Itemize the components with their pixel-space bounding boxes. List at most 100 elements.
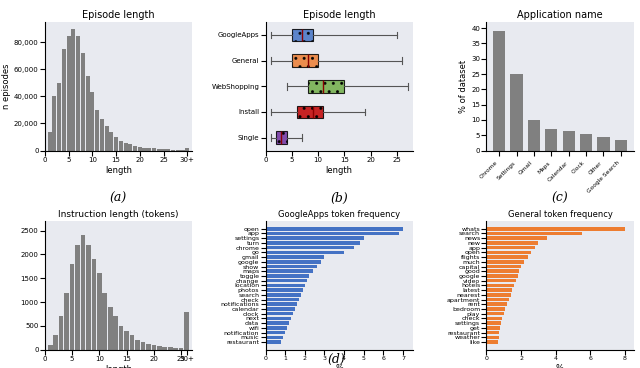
Bar [511, 74, 523, 151]
Bar [108, 307, 113, 350]
Bar [266, 302, 297, 306]
Bar [166, 149, 170, 151]
X-axis label: %: % [335, 364, 343, 368]
Bar [486, 246, 535, 250]
Bar [486, 307, 506, 311]
Bar [86, 76, 90, 151]
Bar [113, 316, 118, 350]
Bar [266, 307, 295, 311]
Bar [266, 326, 287, 330]
Bar [95, 110, 99, 151]
Bar [266, 274, 308, 278]
Bar [266, 255, 324, 259]
Bar [266, 232, 399, 235]
Bar [128, 144, 132, 151]
Bar [266, 251, 344, 254]
Bar [92, 259, 96, 350]
PathPatch shape [276, 131, 287, 144]
Bar [266, 293, 301, 297]
Bar [266, 312, 293, 315]
Bar [486, 340, 498, 344]
Bar [104, 126, 109, 151]
Bar [147, 148, 151, 151]
Bar [580, 134, 592, 151]
Bar [119, 326, 124, 350]
Text: (b): (b) [330, 192, 348, 205]
Bar [48, 345, 52, 350]
Bar [486, 298, 509, 301]
Bar [486, 232, 582, 235]
Bar [171, 149, 175, 151]
Bar [168, 347, 173, 350]
Bar [266, 241, 360, 245]
Bar [266, 340, 282, 344]
Bar [135, 340, 140, 350]
Bar [486, 312, 504, 315]
Bar [173, 348, 178, 350]
PathPatch shape [292, 54, 318, 67]
Bar [180, 150, 184, 151]
Bar [119, 141, 123, 151]
Bar [266, 298, 299, 301]
Title: Episode length: Episode length [303, 10, 376, 20]
Bar [597, 137, 609, 151]
Bar [90, 92, 94, 151]
Bar [266, 279, 307, 282]
Bar [59, 316, 63, 350]
Bar [266, 289, 303, 292]
Bar [266, 269, 313, 273]
Bar [486, 227, 625, 230]
Bar [266, 316, 291, 320]
Bar [81, 236, 85, 350]
Bar [486, 321, 501, 325]
Bar [100, 120, 104, 151]
Bar [64, 293, 69, 350]
PathPatch shape [297, 106, 323, 118]
Bar [486, 269, 519, 273]
Bar [486, 336, 499, 339]
Text: (a): (a) [110, 192, 127, 205]
Bar [138, 147, 142, 151]
Bar [47, 132, 52, 151]
Title: Application name: Application name [517, 10, 603, 20]
Bar [70, 264, 74, 350]
Bar [52, 96, 56, 151]
Bar [486, 289, 513, 292]
Bar [152, 345, 156, 350]
X-axis label: length: length [105, 365, 132, 368]
Bar [615, 140, 627, 151]
Bar [266, 227, 403, 230]
Bar [76, 36, 80, 151]
Bar [185, 148, 189, 151]
Bar [486, 274, 518, 278]
Title: Instruction length (tokens): Instruction length (tokens) [58, 210, 179, 219]
PathPatch shape [308, 80, 344, 93]
Bar [486, 293, 511, 297]
Bar [157, 346, 162, 350]
X-axis label: length: length [105, 166, 132, 174]
Bar [266, 246, 354, 250]
Bar [109, 132, 113, 151]
Bar [486, 265, 521, 268]
Bar [114, 137, 118, 151]
Bar [75, 245, 80, 350]
Bar [486, 302, 507, 306]
Bar [486, 279, 516, 282]
Bar [57, 83, 61, 151]
Bar [184, 312, 189, 350]
Bar [97, 273, 102, 350]
Bar [486, 241, 538, 245]
Bar [545, 129, 557, 151]
Bar [124, 143, 127, 151]
Bar [266, 260, 321, 263]
Bar [486, 326, 500, 330]
Text: (d): (d) [327, 353, 345, 366]
Bar [53, 335, 58, 350]
Bar [130, 335, 134, 350]
Bar [152, 149, 156, 151]
Bar [266, 265, 317, 268]
Text: (c): (c) [552, 192, 568, 205]
Bar [146, 344, 150, 350]
Y-axis label: % of dataset: % of dataset [460, 60, 468, 113]
Bar [528, 120, 540, 151]
